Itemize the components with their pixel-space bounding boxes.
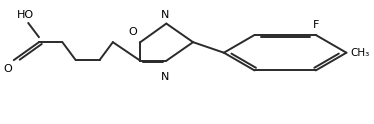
Text: O: O (3, 64, 12, 74)
Text: HO: HO (17, 11, 34, 20)
Text: F: F (313, 20, 319, 30)
Text: CH₃: CH₃ (350, 48, 370, 58)
Text: N: N (161, 73, 169, 82)
Text: O: O (129, 27, 137, 37)
Text: N: N (161, 11, 169, 20)
